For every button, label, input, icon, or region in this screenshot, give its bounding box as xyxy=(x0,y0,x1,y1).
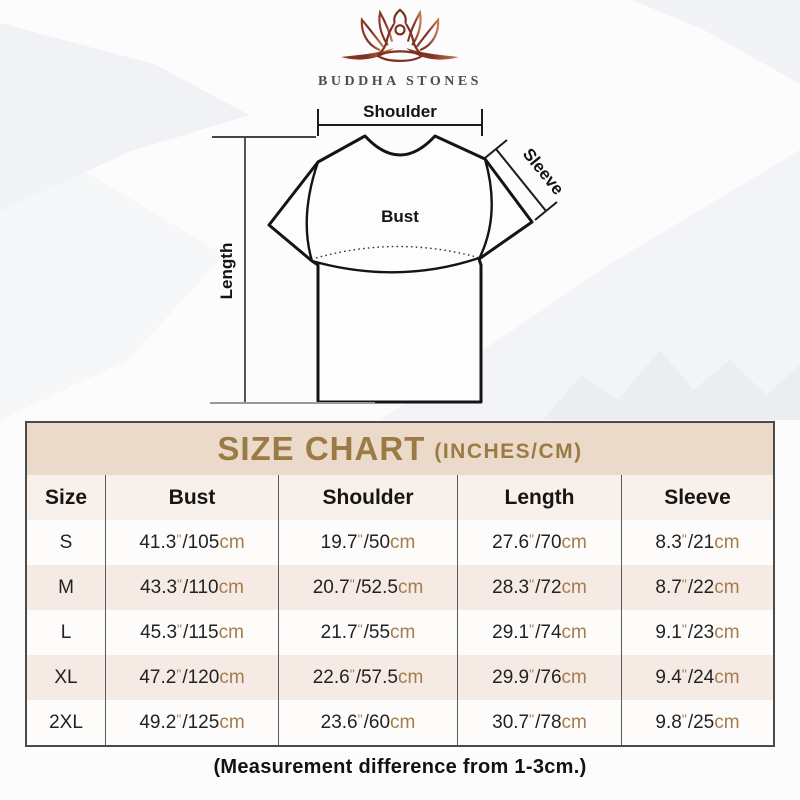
cell-bust: 47.2 "/120 cm xyxy=(106,655,279,700)
cell-size: XL xyxy=(27,655,106,700)
col-header-length: Length xyxy=(458,475,622,520)
shoulder-label: Shoulder xyxy=(363,102,437,121)
cell-length: 29.9 "/76 cm xyxy=(458,655,622,700)
table-row-m: M 43.3 "/110 cm 20.7 "/52.5 cm 28.3 "/72 cm 8.… xyxy=(27,565,773,610)
cell-size: 2XL xyxy=(27,700,106,745)
cell-size: S xyxy=(27,520,106,565)
cell-sleeve: 9.1 "/23 cm xyxy=(655,620,740,643)
cell-shoulder: 21.7 "/55 cm xyxy=(279,610,458,655)
bust-line-solid xyxy=(311,256,480,274)
cell-sleeve: 8.7 "/22 cm xyxy=(655,575,740,598)
cell-sleeve: 9.4 "/24 cm xyxy=(655,665,740,688)
cell-shoulder: 19.7 "/50 cm xyxy=(279,520,458,565)
length-label: Length xyxy=(217,243,236,300)
col-header-size: Size xyxy=(27,475,106,520)
cell-size: L xyxy=(27,610,106,655)
cell-bust: 43.3 "/110 cm xyxy=(106,565,279,610)
shoulder-dimension-line xyxy=(317,109,483,136)
table-row-2xl: 2XL 49.2 "/125 cm 23.6 "/60 cm 30.7 "/78 cm 9.… xyxy=(27,700,773,745)
size-chart-table: SIZE CHART (INCHES/CM) Size Bust Shoulde… xyxy=(25,421,775,747)
cell-bust: 49.2 "/125 cm xyxy=(106,700,279,745)
brand-name: BUDDHA STONES xyxy=(318,74,482,89)
col-header-shoulder: Shoulder xyxy=(279,475,458,520)
cell-shoulder: 22.6 "/57.5 cm xyxy=(279,655,458,700)
cell-shoulder: 23.6 "/60 cm xyxy=(279,700,458,745)
tshirt-outline xyxy=(267,134,534,404)
table-row-xl: XL 47.2 "/120 cm 22.6 "/57.5 cm 29.9 "/76 cm 9… xyxy=(27,655,773,700)
sleeve-label: Sleeve xyxy=(519,145,568,199)
lotus-petals xyxy=(341,9,459,60)
meditating-figure xyxy=(376,8,424,62)
cell-bust: 41.3 "/105 cm xyxy=(106,520,279,565)
bust-line-dotted xyxy=(315,245,481,259)
left-sleeve-seam xyxy=(305,161,320,262)
size-chart-title-band: SIZE CHART (INCHES/CM) xyxy=(27,423,773,475)
col-header-bust: Bust xyxy=(106,475,279,520)
table-header-row: Size Bust Shoulder Length Sleeve xyxy=(27,475,773,520)
length-dimension-line xyxy=(210,136,375,404)
logo-container xyxy=(0,6,800,75)
size-chart-title: SIZE CHART xyxy=(217,430,426,467)
cell-bust: 45.3 "/115 cm xyxy=(106,610,279,655)
cell-length: 29.1 "/74 cm xyxy=(458,610,622,655)
col-header-sleeve: Sleeve xyxy=(664,485,731,509)
size-chart-subtitle: (INCHES/CM) xyxy=(434,440,583,463)
lotus-meditation-logo-icon xyxy=(341,8,459,62)
right-sleeve-seam xyxy=(477,158,493,260)
cell-shoulder: 20.7 "/52.5 cm xyxy=(279,565,458,610)
cell-length: 28.3 "/72 cm xyxy=(458,565,622,610)
cell-sleeve: 8.3 "/21 cm xyxy=(655,530,740,553)
cell-length: 30.7 "/78 cm xyxy=(458,700,622,745)
cell-sleeve: 9.8 "/25 cm xyxy=(655,710,740,733)
cell-size: M xyxy=(27,565,106,610)
table-row-l: L 45.3 "/115 cm 21.7 "/55 cm 29.1 "/74 cm 9.1 "… xyxy=(27,610,773,655)
measurement-note: (Measurement difference from 1-3cm.) xyxy=(213,756,587,778)
bust-label: Bust xyxy=(381,207,419,226)
sleeve-dimension-line xyxy=(484,139,558,221)
table-row-s: S 41.3 "/105 cm 19.7 "/50 cm 27.6 "/70 cm 8.3 "… xyxy=(27,520,773,565)
cell-length: 27.6 "/70 cm xyxy=(458,520,622,565)
tshirt-measurement-diagram: Shoulder Length Sleeve Bust xyxy=(210,102,568,404)
